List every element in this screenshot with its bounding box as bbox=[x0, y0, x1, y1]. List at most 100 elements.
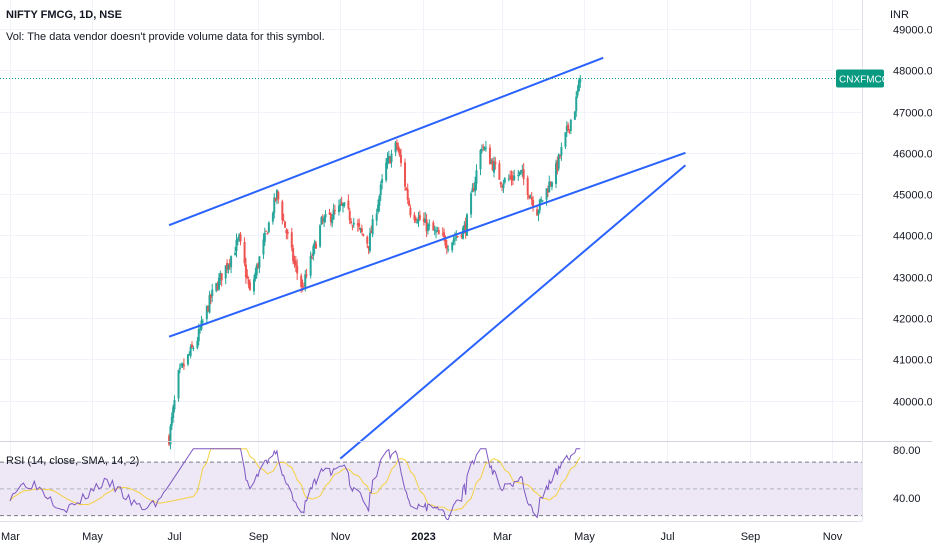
candle-body bbox=[366, 236, 369, 244]
candle-body bbox=[238, 234, 241, 240]
candle-body bbox=[536, 209, 539, 216]
candle-body bbox=[205, 305, 208, 320]
candle-body bbox=[399, 154, 402, 163]
candle-body bbox=[275, 190, 278, 199]
time-tick-label: Nov bbox=[331, 531, 351, 543]
candle-body bbox=[258, 256, 261, 268]
candle-body bbox=[273, 197, 276, 214]
candle-body bbox=[408, 200, 411, 206]
candle-body bbox=[397, 145, 400, 151]
candle-body bbox=[182, 364, 185, 367]
candle-body bbox=[226, 263, 229, 269]
candle-body bbox=[319, 225, 322, 247]
rsi-tick-40: 40.00 bbox=[893, 493, 921, 505]
candle-body bbox=[379, 184, 382, 196]
time-tick-label: Mar bbox=[1, 531, 20, 543]
trendline-channel-upper[interactable] bbox=[168, 56, 604, 227]
candle-body bbox=[267, 222, 270, 233]
candle-body bbox=[491, 160, 494, 171]
time-tick-label: Mar bbox=[493, 531, 512, 543]
candle-body bbox=[521, 170, 524, 173]
candle-body bbox=[425, 219, 428, 232]
candle-body bbox=[351, 225, 354, 227]
candle-body bbox=[501, 185, 504, 187]
price-tick-label: 46000.00 bbox=[893, 149, 932, 161]
candle-body bbox=[220, 273, 223, 281]
candle-body bbox=[428, 224, 431, 226]
candle-body bbox=[409, 207, 412, 216]
candle-body bbox=[444, 238, 447, 246]
rsi-pane[interactable]: RSI (14, close, SMA, 14, 2) 80.00 40.00 bbox=[0, 445, 921, 521]
candle-body bbox=[545, 188, 548, 200]
candle-body bbox=[499, 181, 502, 185]
candle-body bbox=[568, 129, 571, 131]
candle-body bbox=[352, 222, 355, 225]
last-price-badge: CNXFMCG bbox=[836, 69, 890, 88]
candle-body bbox=[211, 289, 214, 297]
rsi-tick-80: 80.00 bbox=[893, 445, 921, 457]
rsi-label: RSI (14, close, SMA, 14, 2) bbox=[6, 455, 139, 467]
candle-body bbox=[488, 147, 491, 165]
candle-body bbox=[266, 232, 269, 235]
candle-body bbox=[217, 277, 220, 290]
candle-body bbox=[456, 235, 459, 237]
candle-body bbox=[262, 239, 265, 255]
candle-body bbox=[464, 223, 467, 234]
candle-body bbox=[177, 370, 180, 399]
price-pane[interactable] bbox=[0, 56, 862, 460]
candle-body bbox=[565, 126, 568, 132]
candle-body bbox=[339, 204, 342, 207]
candle-body bbox=[490, 161, 493, 163]
trendline-long-support[interactable] bbox=[339, 164, 687, 460]
candle-body bbox=[178, 367, 181, 370]
candle-body bbox=[475, 170, 478, 184]
candle-body bbox=[168, 435, 171, 445]
candle-body bbox=[375, 213, 378, 221]
candle-body bbox=[290, 232, 293, 248]
time-tick-label: 2023 bbox=[411, 531, 435, 543]
candle-body bbox=[247, 279, 250, 285]
candle-body bbox=[398, 149, 401, 156]
candle-body bbox=[332, 209, 335, 220]
candle-body bbox=[510, 175, 513, 180]
candle-body bbox=[329, 213, 332, 222]
candle-body bbox=[455, 236, 458, 238]
candle-body bbox=[559, 155, 562, 157]
trendline-channel-lower[interactable] bbox=[168, 151, 686, 338]
candle-body bbox=[263, 232, 266, 242]
candle-body bbox=[413, 214, 416, 220]
candle-body bbox=[323, 217, 326, 223]
candle-body bbox=[377, 204, 380, 212]
candle-body bbox=[575, 96, 578, 112]
candle-body bbox=[321, 219, 324, 221]
candle-body bbox=[546, 190, 549, 193]
candle-body bbox=[341, 203, 344, 207]
candle-body bbox=[328, 212, 331, 215]
time-tick-label: Sep bbox=[741, 531, 761, 543]
candle-body bbox=[417, 216, 420, 222]
candle-body bbox=[286, 231, 289, 234]
price-tick-label: 49000.00 bbox=[893, 25, 932, 37]
candle-body bbox=[453, 238, 456, 240]
candle-body bbox=[292, 247, 295, 262]
candle-body bbox=[378, 195, 381, 206]
candle-body bbox=[368, 232, 371, 251]
symbol-title[interactable]: NIFTY FMCG, 1D, NSE bbox=[6, 9, 122, 21]
candle-body bbox=[484, 147, 487, 149]
candle-body bbox=[173, 399, 176, 410]
candle-body bbox=[333, 210, 336, 212]
last-price-badge-box bbox=[836, 69, 884, 88]
candle-body bbox=[541, 200, 544, 202]
candle-body bbox=[451, 242, 454, 251]
time-tick-label: Sep bbox=[249, 531, 269, 543]
price-tick-label: 47000.00 bbox=[893, 108, 932, 120]
candle-body bbox=[381, 179, 384, 183]
candle-body bbox=[320, 217, 323, 225]
rsi-line bbox=[9, 448, 581, 521]
candle-body bbox=[426, 224, 429, 231]
time-tick-label: Jul bbox=[167, 531, 181, 543]
candle-body bbox=[230, 256, 233, 268]
candle-body bbox=[169, 426, 172, 445]
candle-series bbox=[168, 75, 582, 450]
time-tick-label: May bbox=[82, 531, 103, 543]
